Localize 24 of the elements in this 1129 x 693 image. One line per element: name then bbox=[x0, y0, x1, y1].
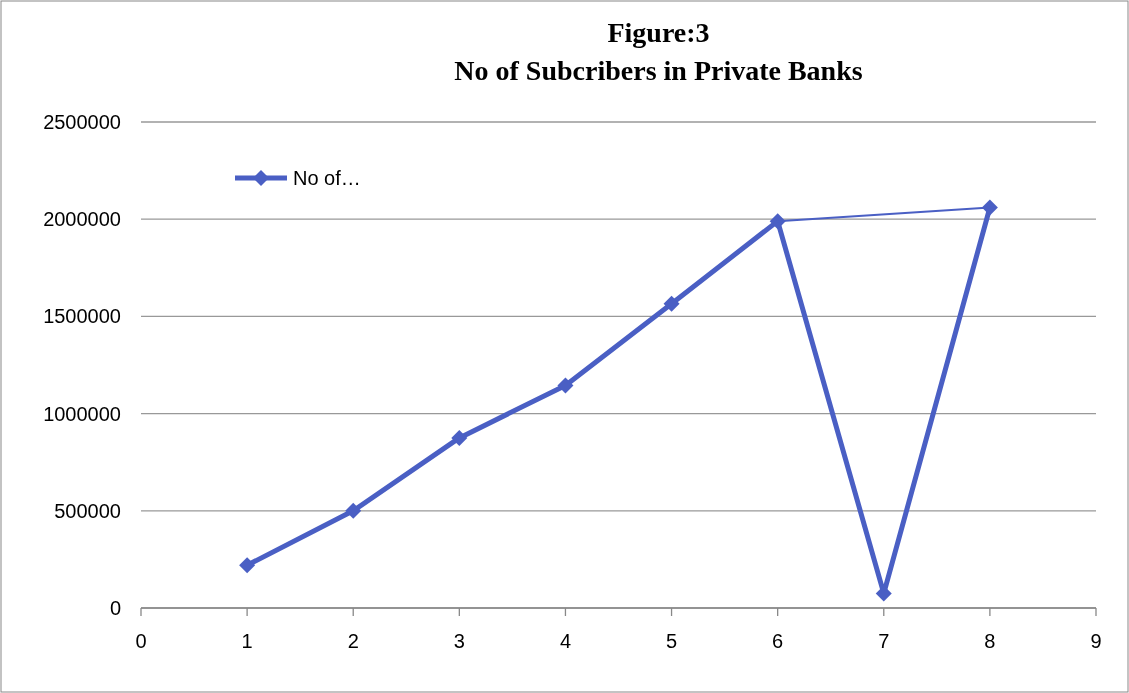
point bbox=[663, 295, 680, 312]
x-tick-label: 6 bbox=[772, 630, 784, 652]
x-tick-label: 1 bbox=[241, 630, 253, 652]
chart-subtitle: No of Subcribers in Private Banks bbox=[454, 55, 863, 86]
x-tick-label: 0 bbox=[135, 630, 147, 652]
point bbox=[451, 429, 468, 446]
y-tick-label: 1500000 bbox=[43, 305, 121, 328]
y-tick-label: 0 bbox=[109, 597, 121, 619]
y-tick-label: 2000000 bbox=[43, 208, 121, 231]
point bbox=[239, 557, 256, 574]
x-tick-label: 5 bbox=[665, 630, 678, 652]
x-tick-label: 8 bbox=[984, 630, 996, 652]
point bbox=[557, 377, 574, 394]
y-tick-label: 1000000 bbox=[43, 402, 121, 425]
y-tick-label: 2500000 bbox=[43, 111, 121, 133]
x-tick-label: 3 bbox=[453, 630, 465, 652]
y-tick-label: 500000 bbox=[54, 499, 121, 522]
point bbox=[345, 502, 362, 519]
chart-title: Figure:3 bbox=[607, 17, 710, 48]
x-tick-label: 9 bbox=[1090, 630, 1102, 652]
x-tick-label: 4 bbox=[559, 630, 572, 652]
legend-label: No of… bbox=[293, 167, 361, 189]
x-tick-label: 7 bbox=[878, 630, 890, 652]
x-tick-label: 2 bbox=[347, 630, 359, 652]
